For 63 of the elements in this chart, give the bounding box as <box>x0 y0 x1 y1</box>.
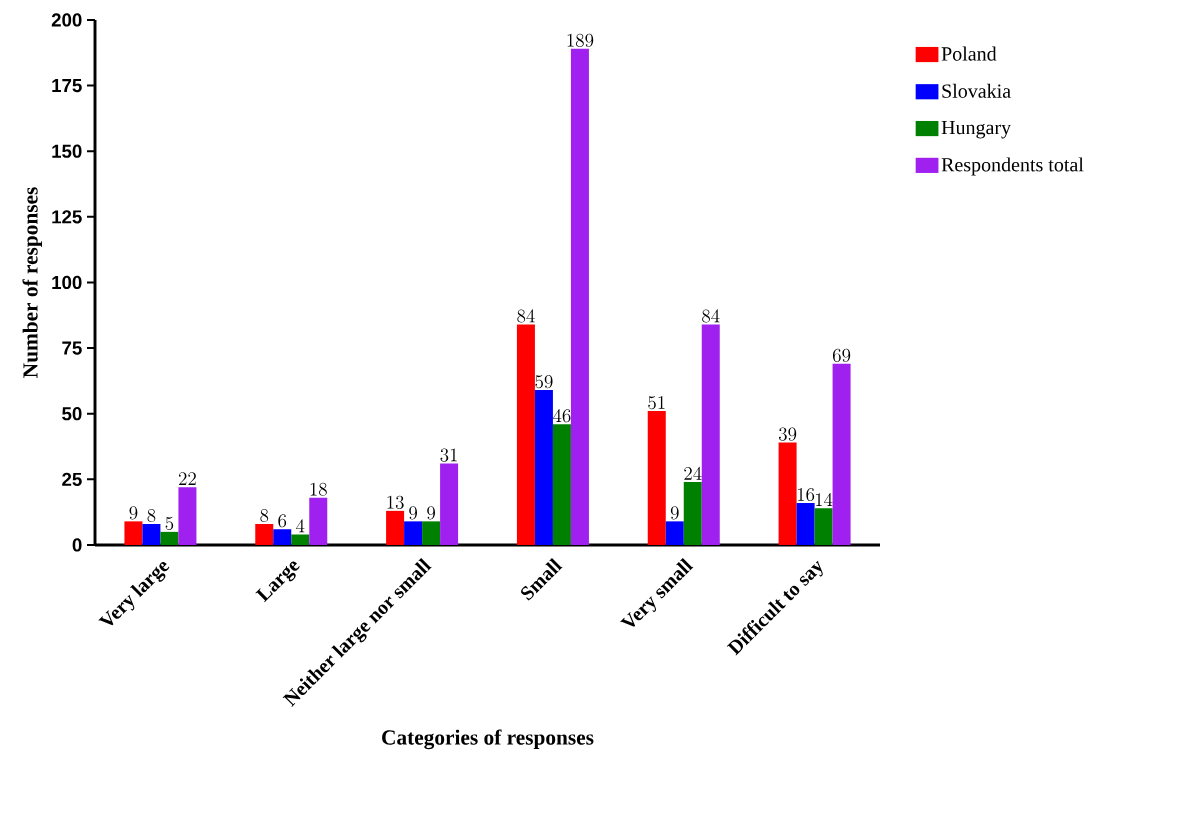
bar <box>440 463 459 545</box>
data-label: 18 <box>310 482 327 496</box>
data-label: 24 <box>684 466 702 480</box>
data-label: 22 <box>178 472 196 485</box>
bar <box>701 324 720 545</box>
data-label: 189 <box>567 33 594 47</box>
bar <box>516 324 535 545</box>
bar <box>683 481 702 545</box>
legend-label: Hungary <box>941 121 1011 139</box>
data-label: 13 <box>387 495 404 509</box>
bar <box>647 411 666 545</box>
data-label: 46 <box>553 409 571 423</box>
bar <box>255 523 274 545</box>
data-label: 59 <box>535 375 553 389</box>
legend-label: Slovakia <box>942 83 1011 98</box>
bar <box>570 48 589 545</box>
bar <box>796 502 815 545</box>
bar <box>291 534 310 545</box>
bar <box>124 521 143 545</box>
bar <box>273 529 292 545</box>
y-tick-label: 150 <box>52 144 82 158</box>
data-label: 8 <box>260 508 269 523</box>
data-label: 9 <box>670 506 679 520</box>
data-label: 8 <box>147 508 156 523</box>
y-tick-label: 0 <box>72 538 82 552</box>
bar <box>160 531 179 545</box>
bar <box>665 521 684 545</box>
bar <box>534 390 553 545</box>
y-axis-title: Number of responses <box>22 187 42 378</box>
y-tick-label: 25 <box>62 472 82 486</box>
data-label: 39 <box>778 427 797 441</box>
bar <box>778 442 797 545</box>
y-tick-label: 75 <box>62 341 82 355</box>
data-label: 69 <box>832 348 851 362</box>
bar <box>404 521 423 545</box>
y-tick-label: 50 <box>62 407 82 421</box>
bar <box>309 497 328 545</box>
y-tick-label: 100 <box>52 275 82 290</box>
data-label: 6 <box>278 514 287 528</box>
y-tick-label: 175 <box>52 79 82 93</box>
legend-label: Respondents total <box>941 157 1084 176</box>
bar <box>178 487 197 545</box>
bar <box>386 510 405 545</box>
data-label: 51 <box>648 396 665 410</box>
legend-label: Poland <box>941 46 997 61</box>
data-label: 31 <box>440 448 457 462</box>
bar <box>552 424 571 545</box>
data-label: 14 <box>815 493 833 506</box>
bar <box>814 508 833 545</box>
x-axis-title: Categories of responses <box>382 729 594 750</box>
bar <box>422 521 441 545</box>
data-label: 16 <box>797 487 815 502</box>
y-tick-label: 125 <box>52 210 82 224</box>
data-label: 9 <box>129 506 138 520</box>
data-label: 84 <box>517 309 535 323</box>
data-label: 5 <box>165 516 174 530</box>
y-tick-label: 200 <box>51 13 82 27</box>
bar <box>832 363 851 545</box>
data-label: 4 <box>296 519 305 533</box>
bar <box>142 523 161 545</box>
data-label: 84 <box>702 309 720 323</box>
data-label: 9 <box>409 506 417 520</box>
data-label: 9 <box>427 506 435 520</box>
